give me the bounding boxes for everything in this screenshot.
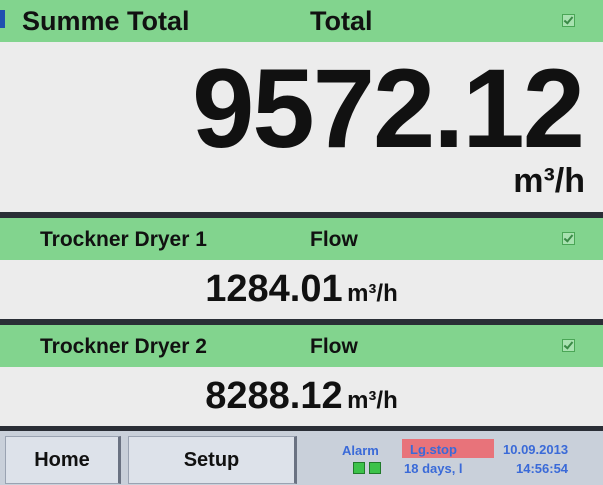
alarm-led <box>369 462 381 474</box>
time: 14:56:54 <box>516 461 568 476</box>
panel-measure: Flow <box>310 335 358 359</box>
panel-header: Summe Total Total <box>0 0 603 42</box>
panel-header: Trockner Dryer 2 Flow <box>0 325 603 367</box>
panel-name: Trockner Dryer 1 <box>40 228 207 252</box>
panel-body: 9572.12 m³/h <box>0 42 603 212</box>
panel-unit: m³/h <box>513 162 585 201</box>
value-row: 1284.01 m³/h <box>0 268 603 311</box>
logger-status: 18 days, l <box>404 461 463 476</box>
panel-name: Summe Total <box>22 6 190 37</box>
value-row: 8288.12 m³/h <box>0 375 603 418</box>
panel-value: 9572.12 <box>192 44 583 173</box>
checkbox[interactable] <box>562 14 575 27</box>
footer: Home Setup Alarm Lg.stop 18 days, l 10.0… <box>0 431 603 485</box>
panel-body: 1284.01 m³/h <box>0 260 603 319</box>
checkbox[interactable] <box>562 232 575 245</box>
panel-header: Trockner Dryer 1 Flow <box>0 218 603 260</box>
panel-body: 8288.12 m³/h <box>0 367 603 426</box>
panel-measure: Total <box>310 6 373 37</box>
home-button[interactable]: Home <box>5 436 121 484</box>
checkbox[interactable] <box>562 339 575 352</box>
logger-state: Lg.stop <box>410 442 457 457</box>
panel-unit: m³/h <box>347 280 398 307</box>
device-screen: Summe Total Total 9572.12 m³/h Trockner … <box>0 0 603 485</box>
marker <box>0 10 5 28</box>
panel-unit: m³/h <box>347 387 398 414</box>
panel-value: 8288.12 <box>205 375 342 417</box>
panel-name: Trockner Dryer 2 <box>40 335 207 359</box>
setup-button[interactable]: Setup <box>128 436 297 484</box>
alarm-label: Alarm <box>342 443 379 458</box>
panel-measure: Flow <box>310 228 358 252</box>
alarm-led <box>353 462 365 474</box>
panel-value: 1284.01 <box>205 268 342 310</box>
date: 10.09.2013 <box>503 442 568 457</box>
